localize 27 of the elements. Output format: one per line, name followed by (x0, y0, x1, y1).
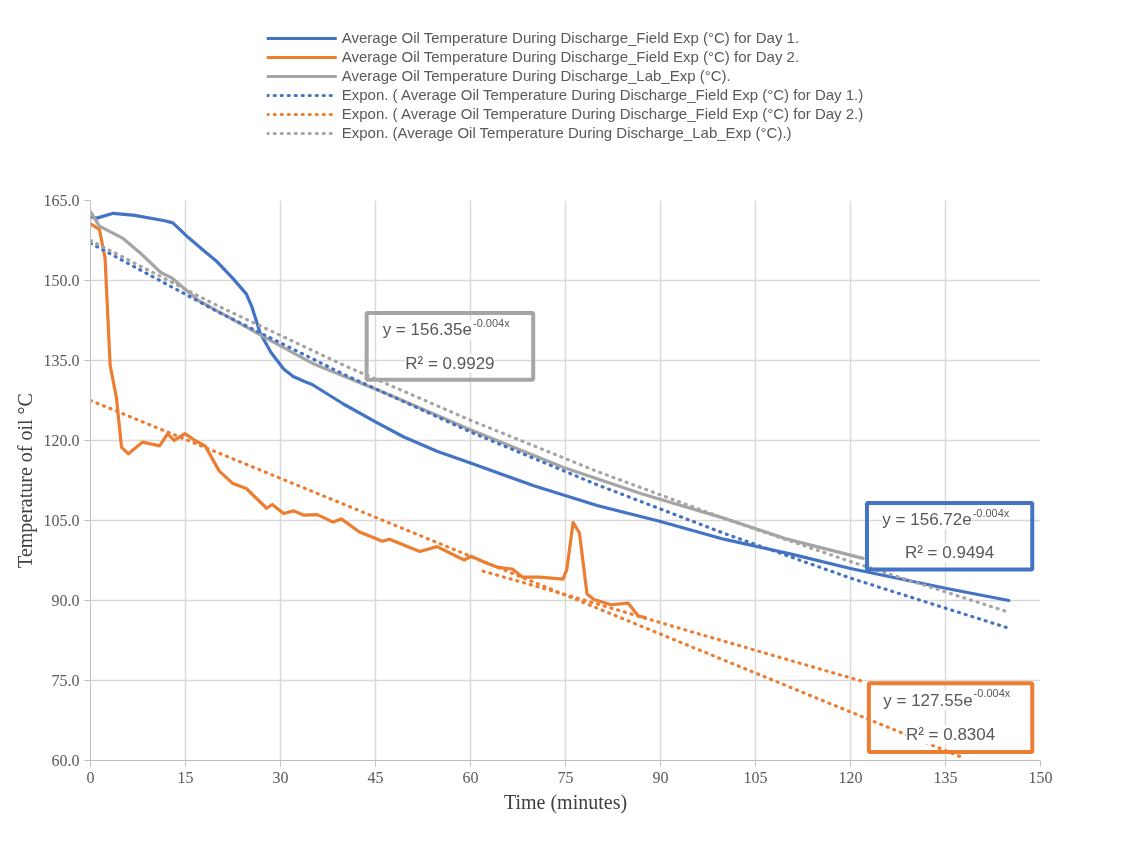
x-tick-label: 75 (557, 768, 574, 786)
x-tick-label: 135 (933, 768, 958, 786)
y-tick-label: 90.0 (51, 592, 80, 609)
y-tick-label: 165.0 (43, 192, 80, 209)
legend-label: Expon. ( Average Oil Temperature During Discharge_Field Exp (°C) for Day 2.) (341, 105, 864, 122)
x-tick-label: 105 (743, 768, 768, 786)
x-tick-label: 120 (838, 768, 863, 786)
x-tick-label: 90 (652, 768, 669, 786)
legend-label: Average Oil Temperature During Discharge_Lab_Exp (°C). (341, 67, 731, 84)
x-tick-label: 150 (1028, 768, 1053, 786)
y-tick-label: 135.0 (43, 352, 80, 369)
x-tick-label: 60 (462, 768, 479, 786)
legend-label: Expon. ( Average Oil Temperature During Discharge_Field Exp (°C) for Day 1.) (341, 86, 864, 103)
x-tick-label: 15 (177, 768, 194, 786)
y-axis-title: Temperature of oil °C (13, 393, 37, 568)
x-tick-label: 45 (367, 768, 384, 786)
x-tick-label: 0 (86, 768, 95, 786)
y-tick-label: 60.0 (51, 752, 80, 769)
x-axis-title: Time (minutes) (503, 790, 628, 814)
y-tick-label: 105.0 (43, 512, 80, 529)
legend-label: Expon. (Average Oil Temperature During Discharge_Lab_Exp (°C).) (341, 124, 792, 141)
x-tick-label: 30 (272, 768, 289, 786)
legend-label: Average Oil Temperature During Discharge_Field Exp (°C) for Day 1. (341, 29, 800, 46)
y-tick-label: 120.0 (43, 432, 80, 449)
y-tick-label: 150.0 (43, 272, 80, 289)
y-tick-label: 75.0 (51, 672, 80, 689)
legend-label: Average Oil Temperature During Discharge_Field Exp (°C) for Day 2. (341, 48, 800, 65)
